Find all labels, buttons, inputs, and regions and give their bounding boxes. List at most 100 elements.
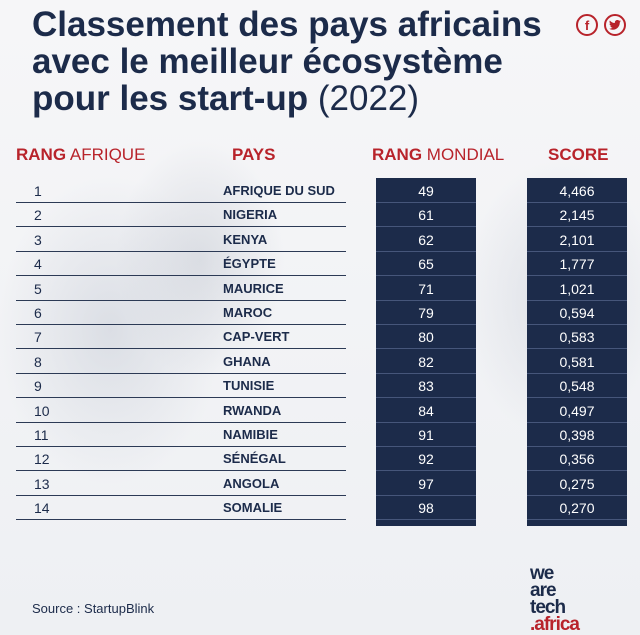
score-cell: 0,581 — [559, 353, 595, 370]
table-row: 2 NIGERIA 61 2,145 — [0, 203, 640, 228]
score-cell: 1,021 — [559, 280, 595, 297]
country-cell: TUNISIE — [223, 378, 275, 394]
row-divider — [527, 202, 627, 203]
rang-mondial-cell: 84 — [418, 402, 434, 419]
row-divider — [376, 397, 476, 399]
row-divider — [376, 421, 476, 423]
rang-afrique-cell: 4 — [34, 256, 42, 273]
country-cell: SÉNÉGAL — [223, 451, 286, 467]
logo-line-4: .africa — [530, 614, 580, 635]
score-cell: 0,270 — [559, 500, 595, 517]
row-divider — [527, 226, 627, 228]
score-cell: 0,497 — [559, 402, 595, 419]
table-row: 13 ANGOLA 97 0,275 — [0, 472, 640, 496]
row-divider — [376, 250, 476, 252]
row-divider — [376, 519, 476, 521]
row-divider — [527, 494, 627, 496]
country-cell: CAP-VERT — [223, 329, 290, 345]
table-row: 3 KENYA 62 2,101 — [0, 228, 640, 252]
score-cell: 1,777 — [559, 256, 595, 273]
country-cell: KENYA — [223, 231, 268, 247]
rang-mondial-cell: 71 — [418, 280, 434, 297]
social-icons: f — [576, 14, 626, 36]
row-divider — [16, 348, 346, 350]
rang-afrique-cell: 7 — [34, 329, 42, 346]
row-divider — [376, 470, 476, 472]
score-cell: 0,548 — [559, 378, 595, 395]
row-divider — [527, 372, 627, 374]
title-line-2: avec le meilleur écosystème — [32, 42, 503, 81]
country-cell: MAROC — [223, 305, 273, 320]
row-divider — [527, 470, 627, 472]
twitter-icon[interactable] — [604, 14, 626, 36]
row-divider — [376, 324, 476, 325]
row-divider — [527, 324, 627, 325]
row-divider — [376, 446, 476, 447]
score-column-bg — [527, 178, 627, 526]
row-divider — [527, 519, 627, 521]
table-row: 14 SOMALIE 98 0,270 — [0, 496, 640, 521]
score-cell: 2,145 — [559, 207, 595, 224]
rang-mondial-cell: 92 — [418, 451, 434, 468]
row-divider — [376, 226, 476, 228]
row-divider — [527, 446, 627, 447]
row-divider — [376, 299, 476, 301]
score-cell: 2,101 — [559, 231, 595, 248]
row-divider — [527, 397, 627, 399]
row-divider — [16, 226, 346, 228]
country-cell: SOMALIE — [223, 500, 283, 516]
country-cell: ANGOLA — [223, 475, 280, 491]
header-rang-light: AFRIQUE — [69, 145, 146, 164]
rang-mondial-cell: 62 — [418, 231, 434, 248]
row-divider — [16, 250, 346, 252]
row-divider — [16, 494, 346, 496]
title-line-1: Classement des pays africains — [32, 5, 542, 44]
table-row: 5 MAURICE 71 1,021 — [0, 277, 640, 301]
country-cell: AFRIQUE DU SUD — [223, 183, 335, 198]
row-divider — [376, 494, 476, 496]
rang-mondial-cell: 61 — [418, 207, 434, 224]
row-divider — [376, 202, 476, 203]
row-divider — [16, 397, 346, 399]
header-rang-mondial: RANG MONDIAL — [372, 145, 504, 165]
logo-line-1: we — [530, 563, 554, 584]
title-line-3-text: pour les start-up — [32, 79, 309, 118]
page-title: Classement des pays africains avec le me… — [32, 6, 572, 117]
table-row: 7 CAP-VERT 80 0,583 — [0, 325, 640, 350]
rang-mondial-cell: 49 — [418, 183, 434, 199]
table-row: 8 GHANA 82 0,581 — [0, 350, 640, 374]
country-cell: RWANDA — [223, 402, 282, 418]
logo-line-3: tech — [530, 597, 566, 618]
header-mondial-bold: RANG — [372, 145, 423, 164]
source-note: Source : StartupBlink — [32, 601, 155, 616]
row-divider — [527, 275, 627, 277]
score-cell: 4,466 — [559, 183, 595, 199]
table-row: 9 TUNISIE 83 0,548 — [0, 374, 640, 399]
facebook-icon[interactable]: f — [576, 14, 598, 36]
rang-afrique-cell: 10 — [34, 402, 50, 419]
wearetech-logo: we are tech .africa — [530, 563, 580, 635]
title-year: (2022) — [317, 79, 420, 118]
header-rang-afrique: RANG AFRIQUE — [16, 145, 145, 165]
header-score: SCORE — [548, 145, 609, 164]
table-row: 1 AFRIQUE DU SUD 49 4,466 — [0, 179, 640, 203]
row-divider — [376, 348, 476, 350]
score-cell: 0,356 — [559, 451, 595, 468]
country-cell: NAMIBIE — [223, 427, 278, 442]
rang-mondial-cell: 98 — [418, 500, 434, 517]
title-line-3: pour les start-up (2022) — [32, 80, 572, 117]
rang-afrique-cell: 8 — [34, 353, 42, 370]
row-divider — [16, 519, 346, 521]
header-rang-bold: RANG — [16, 145, 67, 164]
score-cell: 0,275 — [559, 475, 595, 492]
country-cell: ÉGYPTE — [223, 256, 276, 272]
rang-mondial-cell: 80 — [418, 329, 434, 346]
rang-mondial-cell: 65 — [418, 256, 434, 273]
row-divider — [16, 275, 346, 277]
rang-mondial-cell: 91 — [418, 427, 434, 443]
row-divider — [16, 202, 346, 203]
table-row: 10 RWANDA 84 0,497 — [0, 399, 640, 423]
table-row: 12 SÉNÉGAL 92 0,356 — [0, 447, 640, 472]
row-divider — [16, 470, 346, 472]
row-divider — [16, 324, 346, 325]
